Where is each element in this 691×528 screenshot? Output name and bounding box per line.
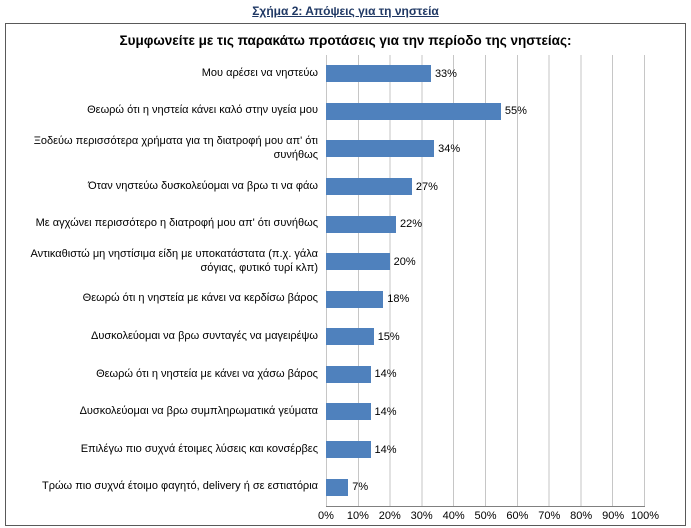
value-label: 20% (393, 255, 416, 268)
bar (326, 253, 390, 271)
bar-row: Ξοδεύω περισσότερα χρήματα για τη διατρο… (6, 130, 645, 168)
x-tick-label: 100% (630, 510, 660, 522)
bar (326, 215, 396, 233)
category-label: Επιλέγω πιο συχνά έτοιμες λύσεις και κον… (80, 442, 318, 455)
category-label: Δυσκολεύομαι να βρω συμπληρωματικά γεύμα… (79, 405, 318, 418)
bar-area: 15% (326, 318, 645, 356)
bar-area: 33% (326, 55, 645, 93)
bar-area: 18% (326, 280, 645, 319)
value-label: 14% (374, 368, 397, 381)
bar-area: 14% (326, 355, 645, 394)
x-axis: 0% 10% 20% 30% 40% 50% 60% 70% 80% 90% 100% (318, 506, 659, 525)
value-label: 14% (374, 443, 397, 456)
bar (326, 478, 349, 496)
bar-area: 27% (326, 167, 645, 206)
chart-title: Συμφωνείτε με τις παρακάτω προτάσεις για… (119, 33, 572, 48)
category-label: Με αγχώνει περισσότερο η διατροφή μου απ… (35, 217, 318, 230)
bar-row: Θεωρώ ότι η νηστεία με κάνει να κερδίσω … (6, 280, 645, 319)
x-tick-label: 40% (442, 510, 465, 522)
bar-area: 7% (326, 468, 645, 506)
bar-area: 22% (326, 205, 645, 243)
category-label: Όταν νηστεύω δυσκολεύομαι να βρω τι να φ… (88, 179, 318, 192)
bar (326, 140, 435, 158)
category-label: Θεωρώ ότι η νηστεία κάνει καλό στην υγεί… (87, 104, 318, 117)
x-tick-label: 30% (410, 510, 433, 522)
x-tick-label: 50% (474, 510, 497, 522)
bar (326, 328, 374, 346)
value-label: 15% (377, 330, 400, 343)
value-label: 14% (374, 405, 397, 418)
category-label: Τρώω πιο συχνά έτοιμο φαγητό, delivery ή… (41, 480, 318, 493)
bar-row: Επιλέγω πιο συχνά έτοιμες λύσεις και κον… (6, 430, 645, 469)
x-tick-label: 0% (318, 510, 334, 522)
category-label: Μου αρέσει να νηστεύω (201, 66, 318, 79)
x-tick-label: 10% (346, 510, 369, 522)
bar-row: Με αγχώνει περισσότερο η διατροφή μου απ… (6, 205, 645, 243)
category-label: Δυσκολεύομαι να βρω συνταγές να μαγειρέψ… (91, 329, 318, 342)
bar (326, 403, 371, 421)
category-label: Ξοδεύω περισσότερα χρήματα για τη διατρο… (33, 135, 318, 161)
value-label: 18% (387, 293, 410, 306)
category-label: Θεωρώ ότι η νηστεία με κάνει να χάσω βάρ… (96, 367, 318, 380)
bar (326, 290, 384, 308)
chart: Συμφωνείτε με τις παρακάτω προτάσεις για… (5, 23, 686, 526)
bar-area: 55% (326, 92, 645, 131)
value-label: 34% (438, 142, 461, 155)
category-label: Θεωρώ ότι η νηστεία με κάνει να κερδίσω … (82, 292, 318, 305)
bar-row: Όταν νηστεύω δυσκολεύομαι να βρω τι να φ… (6, 167, 645, 206)
bar (326, 102, 501, 120)
bar-area: 14% (326, 430, 645, 469)
bar-area: 20% (326, 242, 645, 281)
value-label: 33% (434, 67, 457, 80)
category-label: Αντικαθιστώ μη νηστίσιμα είδη με υποκατά… (30, 247, 318, 274)
plot-area: Μου αρέσει να νηστεύω 33% Θεωρώ ότι η νη… (6, 55, 685, 506)
bar (326, 441, 371, 459)
bar-row: Μου αρέσει να νηστεύω 33% (6, 55, 645, 93)
x-tick-label: 20% (378, 510, 401, 522)
bar-row: Δυσκολεύομαι να βρω συμπληρωματικά γεύμα… (6, 393, 645, 431)
value-label: 22% (399, 218, 422, 231)
bar (326, 65, 431, 83)
x-tick-label: 60% (506, 510, 529, 522)
bar-row: Θεωρώ ότι η νηστεία κάνει καλό στην υγεί… (6, 92, 645, 131)
x-tick-label: 80% (570, 510, 593, 522)
bar-row: Θεωρώ ότι η νηστεία με κάνει να χάσω βάρ… (6, 355, 645, 394)
bar (326, 178, 412, 196)
value-label: 55% (504, 105, 527, 118)
bar-row: Δυσκολεύομαι να βρω συνταγές να μαγειρέψ… (6, 318, 645, 356)
bar-row: Τρώω πιο συχνά έτοιμο φαγητό, delivery ή… (6, 468, 645, 506)
figure-caption: Σχήμα 2: Απόψεις για τη νηστεία (252, 4, 439, 18)
bar-area: 14% (326, 393, 645, 431)
bar-area: 34% (326, 130, 645, 168)
bar-row: Αντικαθιστώ μη νηστίσιμα είδη με υποκατά… (6, 242, 645, 281)
value-label: 27% (415, 180, 438, 193)
bar (326, 365, 371, 383)
x-tick-label: 90% (602, 510, 625, 522)
x-tick-label: 70% (538, 510, 561, 522)
value-label: 7% (352, 481, 369, 494)
